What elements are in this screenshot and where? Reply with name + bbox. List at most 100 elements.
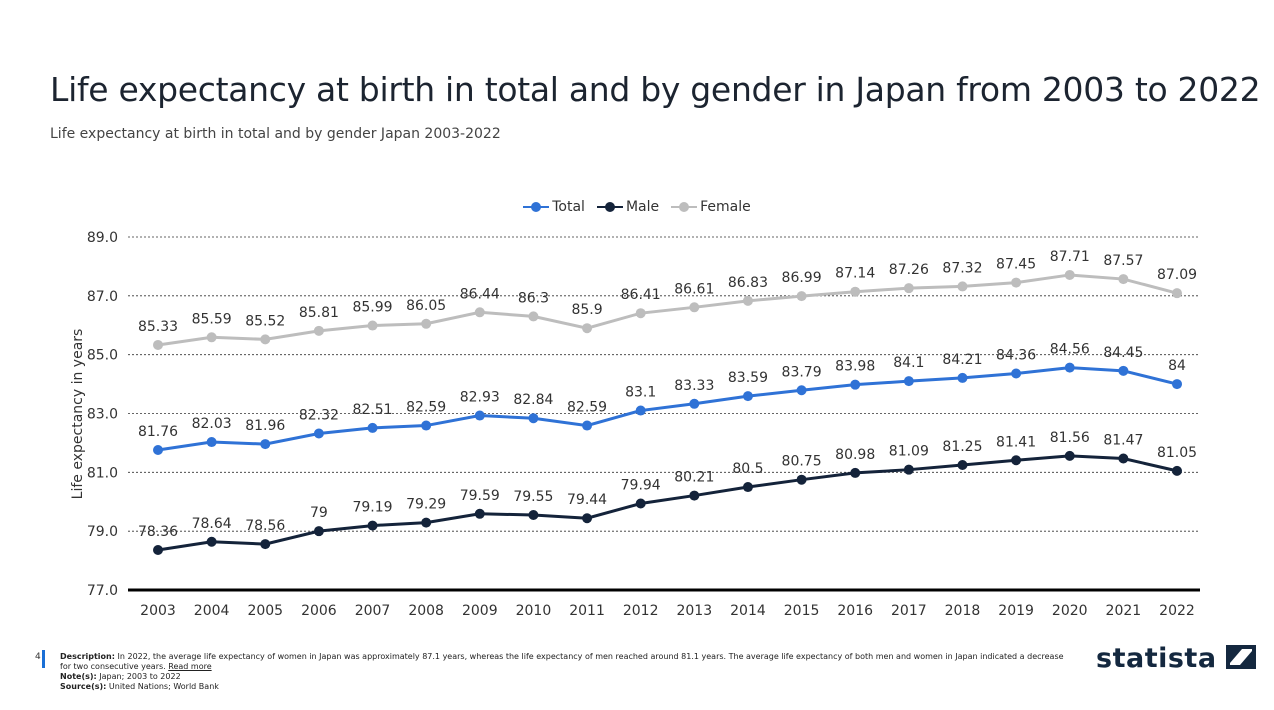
data-point-total [635, 405, 646, 416]
data-label-female: 87.71 [1050, 249, 1090, 265]
data-label-total: 82.03 [192, 416, 232, 432]
data-point-male [1011, 455, 1022, 466]
data-label-total: 82.51 [352, 402, 392, 418]
data-point-total [1011, 368, 1022, 379]
data-point-total [153, 444, 163, 455]
data-label-female: 86.99 [782, 270, 822, 286]
page-number: 4 [35, 652, 41, 662]
data-point-male [957, 459, 968, 470]
data-label-total: 84.21 [942, 352, 982, 368]
x-tick-label: 2022 [1159, 603, 1195, 619]
description-label: Description: [60, 652, 115, 661]
data-label-female: 86.61 [674, 281, 714, 297]
data-label-male: 79.55 [513, 489, 553, 505]
data-label-male: 81.09 [889, 444, 929, 460]
data-point-female [367, 320, 378, 331]
data-label-female: 86.05 [406, 298, 446, 314]
data-point-female [582, 323, 593, 334]
data-point-female [635, 308, 646, 319]
data-label-total: 82.59 [567, 400, 607, 416]
data-label-male: 78.64 [192, 516, 232, 532]
data-point-female [474, 307, 485, 318]
data-point-female [957, 281, 968, 292]
data-label-female: 87.57 [1103, 253, 1143, 269]
x-tick-label: 2011 [569, 603, 605, 619]
data-point-female [796, 291, 807, 302]
data-label-total: 83.59 [728, 370, 768, 386]
data-point-total [313, 428, 324, 439]
read-more-link[interactable]: Read more [168, 662, 212, 671]
data-point-total [582, 420, 593, 431]
y-tick-label: 81.0 [87, 465, 118, 481]
data-label-female: 85.33 [138, 319, 178, 335]
data-label-male: 78.36 [138, 524, 178, 540]
notes: Note(s): Japan; 2003 to 2022 [60, 672, 1070, 682]
data-label-total: 84.56 [1050, 342, 1090, 358]
source-text: United Nations; World Bank [108, 682, 219, 691]
x-tick-label: 2003 [140, 603, 176, 619]
x-tick-label: 2017 [891, 603, 927, 619]
data-point-male [528, 509, 539, 520]
data-point-male [367, 520, 378, 531]
y-tick-label: 85.0 [87, 348, 118, 364]
data-point-male [796, 474, 807, 485]
data-label-male: 80.21 [674, 470, 714, 486]
statista-logo: statista [1096, 643, 1257, 674]
legend-item-female[interactable]: Female [671, 199, 751, 215]
page-marker [42, 650, 45, 668]
data-label-female: 87.14 [835, 266, 875, 282]
statista-logo-icon [1226, 645, 1257, 669]
data-point-total [957, 372, 968, 383]
logo-text: statista [1096, 643, 1217, 674]
data-label-female: 87.45 [996, 257, 1036, 273]
data-label-male: 81.47 [1103, 433, 1143, 449]
legend-item-total[interactable]: Total [523, 199, 585, 215]
x-tick-label: 2016 [837, 603, 873, 619]
data-point-male [903, 464, 914, 475]
data-label-total: 84 [1168, 358, 1186, 374]
x-tick-label: 2006 [301, 603, 337, 619]
x-tick-label: 2020 [1052, 603, 1088, 619]
legend-label: Total [552, 199, 585, 215]
data-point-total [742, 391, 753, 402]
data-label-female: 85.52 [245, 313, 285, 329]
x-tick-label: 2008 [408, 603, 444, 619]
chart-legend: Total Male Female [0, 199, 1274, 217]
data-point-total [260, 439, 271, 450]
y-axis-label: Life expectancy in years [70, 329, 86, 500]
source-label: Source(s): [60, 682, 107, 691]
legend-label: Male [625, 199, 660, 215]
legend-item-male[interactable]: Male [596, 199, 660, 215]
data-point-female [153, 339, 163, 350]
x-tick-label: 2004 [194, 603, 230, 619]
data-label-total: 83.1 [625, 385, 656, 401]
x-tick-label: 2021 [1106, 603, 1142, 619]
data-label-female: 86.3 [518, 290, 549, 306]
y-tick-label: 79.0 [87, 524, 118, 540]
data-label-female: 86.41 [621, 287, 661, 303]
description-text: In 2022, the average life expectancy of … [60, 652, 1064, 671]
data-point-total [1064, 362, 1075, 373]
data-label-male: 79.29 [406, 497, 446, 513]
data-label-male: 81.41 [996, 434, 1036, 450]
data-point-male [1064, 450, 1075, 461]
data-point-female [260, 334, 271, 345]
data-label-total: 84.45 [1103, 345, 1143, 361]
data-label-female: 86.83 [728, 275, 768, 291]
data-point-male [153, 544, 163, 555]
data-label-male: 80.75 [782, 454, 822, 470]
data-label-female: 85.9 [571, 302, 602, 318]
data-label-female: 87.09 [1157, 267, 1197, 283]
data-point-male [742, 482, 753, 493]
data-point-male [260, 539, 271, 550]
data-label-male: 81.05 [1157, 445, 1197, 461]
data-point-total [903, 376, 914, 387]
data-point-total [1172, 379, 1182, 390]
data-point-female [742, 295, 753, 306]
data-point-female [421, 318, 432, 329]
data-point-male [1118, 453, 1129, 464]
data-label-female: 85.81 [299, 305, 339, 321]
data-label-male: 79.94 [621, 478, 661, 494]
data-point-total [421, 420, 432, 431]
data-label-male: 80.98 [835, 447, 875, 463]
